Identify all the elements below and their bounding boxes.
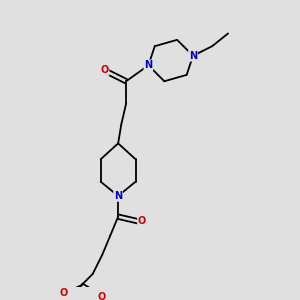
Text: N: N (144, 60, 152, 70)
Text: O: O (97, 292, 105, 300)
Text: N: N (114, 191, 122, 201)
Text: O: O (138, 217, 146, 226)
Text: O: O (100, 65, 109, 75)
Text: N: N (189, 51, 197, 61)
Text: O: O (60, 288, 68, 298)
